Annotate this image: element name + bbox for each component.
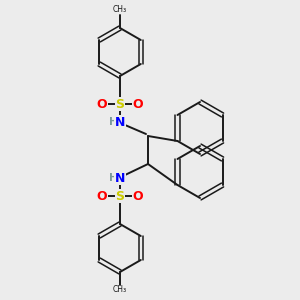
Text: CH₃: CH₃ <box>113 286 127 295</box>
Text: N: N <box>115 172 125 184</box>
Text: O: O <box>133 98 143 110</box>
Text: H: H <box>109 117 117 127</box>
Text: O: O <box>133 190 143 202</box>
Text: CH₃: CH₃ <box>113 5 127 14</box>
Text: N: N <box>115 116 125 128</box>
Text: O: O <box>97 190 107 202</box>
Text: O: O <box>97 98 107 110</box>
Text: S: S <box>116 98 124 110</box>
Text: S: S <box>116 190 124 202</box>
Text: H: H <box>109 173 117 183</box>
